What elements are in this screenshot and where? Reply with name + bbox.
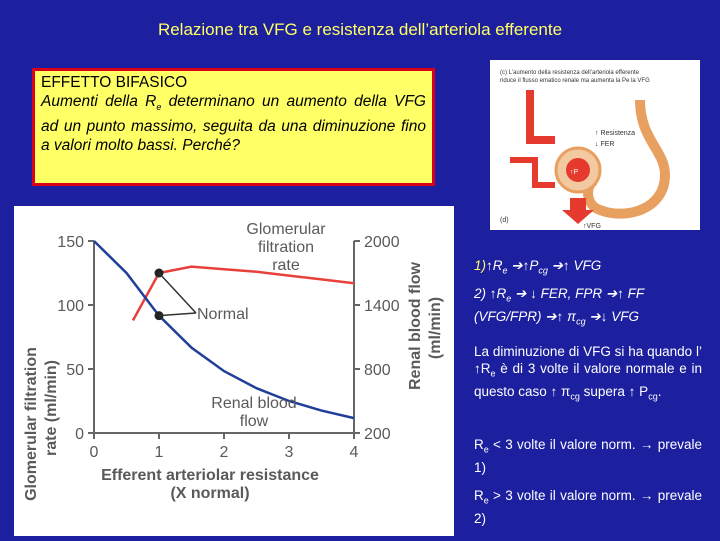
step-2-sub-cg: cg (576, 316, 586, 327)
step-2-b: ➔ ↓ FER, FPR ➔↑ FF (511, 286, 645, 301)
y-left-tick-label: 0 (75, 426, 84, 443)
x-tick-label: 2 (220, 444, 229, 461)
normal-pointer-rbf (158, 312, 197, 317)
rule-less-than-3: Re < 3 volte il valore norm. → prevale 1… (474, 436, 702, 476)
rbf-curve (93, 240, 355, 420)
x-label: Efferent arteriolar resistance (101, 467, 319, 484)
y-right-tick-label: 2000 (364, 234, 400, 251)
biphasic-effect-box: EFFETTO BIFASICO Aumenti della Re determ… (32, 68, 435, 186)
step-1-c: ➔↑ VFG (547, 258, 602, 273)
expl-d: . (657, 383, 662, 399)
rule2-a: R (474, 488, 484, 503)
gfr-curve-label-1: Glomerular (246, 221, 326, 238)
gfr-curve-label-2: filtration (258, 239, 314, 256)
step-1-num: 1) (474, 258, 487, 273)
effect-sub-e: e (156, 102, 162, 113)
y-left-tick-label: 50 (66, 362, 84, 379)
rbf-curve-label-1: Renal blood (211, 395, 296, 412)
step-1-sub-cg: cg (538, 265, 548, 276)
rule-greater-than-3: Re > 3 volte il valore norm. → prevale 2… (474, 487, 702, 527)
chart-svg: 0 1 2 3 4 0 50 100 150 200 800 1400 2000 Glomerular … (23, 221, 444, 502)
fig-caption-3: e la VFG (626, 78, 650, 84)
x-tick-label: 3 (285, 444, 294, 461)
y-left-tick-label: 100 (57, 298, 84, 315)
expl-a: La diminuzione di VFG si ha quando l’ ↑R (474, 344, 702, 376)
effect-text: Aumenti della Re determinano un aumento … (41, 92, 426, 155)
step-1-sub-e: e (502, 265, 508, 276)
chart-ticks: 0 1 2 3 4 0 50 100 150 200 800 1400 2000 (57, 234, 399, 461)
fig-caption-1: (c) L’aumento della resistenza dell’arte… (500, 70, 640, 76)
glomerulus (566, 158, 590, 182)
fig-label-d: (d) (500, 217, 509, 224)
step-2-sub-e: e (506, 293, 512, 304)
rbf-curve-label-2: flow (240, 413, 269, 430)
fig-label-resistenza: ↑ Resistenza (595, 130, 635, 137)
expl-sub-e: e (490, 368, 496, 379)
down-arrow-icon (562, 198, 594, 224)
y-right-tick-label: 800 (364, 362, 391, 379)
y-right-label-1: Renal blood flow (407, 261, 424, 390)
x-label-2: (X normal) (170, 485, 249, 502)
step-1: 1)↑Re ➔↑Pcg ➔↑ VFG (474, 257, 702, 280)
chart-lines (93, 240, 355, 420)
svg-text:riduce il flusso ematico renal: riduce il flusso ematico renale ma aumen… (500, 78, 650, 84)
step-2: 2) ↑Re ➔ ↓ FER, FPR ➔↑ FF (VFG/FPR) ➔↑ πc… (474, 285, 702, 330)
fig-caption-2: riduce il flusso ematico renale ma aumen… (500, 78, 626, 84)
normal-pointer-gfr (158, 272, 197, 314)
effect-heading: EFFETTO BIFASICO (41, 74, 188, 91)
step-1-a: ↑R (486, 258, 503, 273)
effect-text-a: Aumenti della R (41, 93, 157, 110)
x-tick-label: 1 (155, 444, 164, 461)
fig-label-fer: ↓ FER (595, 141, 614, 148)
step-2-a: 2) ↑R (474, 286, 507, 301)
gfr-curve-label-3: rate (272, 257, 300, 274)
slide-title: Relazione tra VFG e resistenza dell’arte… (157, 20, 563, 39)
x-tick-label: 0 (90, 444, 99, 461)
gfr-rbf-chart: 0 1 2 3 4 0 50 100 150 200 800 1400 2000 Glomerular … (14, 206, 454, 536)
kidney-figure: (c) L’aumento della resistenza dell’arte… (490, 60, 700, 230)
expl-b: è di 3 volte il valore normale e in ques… (474, 361, 702, 399)
tubule-shape (583, 99, 671, 219)
efferent-arteriole (510, 157, 555, 188)
fig-label-p: ↑P (570, 169, 579, 176)
step-1-b: ➔↑P (507, 258, 539, 273)
rule1-sub-e: e (483, 444, 489, 455)
gfr-curve (131, 265, 355, 322)
y-left-label-2: rate (ml/min) (43, 360, 60, 456)
rule1-b: < 3 volte il valore norm. → prevale 1) (474, 437, 702, 475)
rule1-a: R (474, 437, 484, 452)
y-right-tick-label: 200 (364, 426, 391, 443)
y-right-tick-label: 1400 (364, 298, 400, 315)
afferent-arteriole (526, 90, 555, 144)
step-2-c: (VFG/FPR) ➔↑ π (474, 308, 577, 324)
normal-label: Normal (197, 306, 249, 323)
effect-text-b: determinano un aumento della VFG ad un p… (41, 93, 426, 155)
kidney-figure-svg: (c) L’aumento della resistenza dell’arte… (500, 70, 671, 230)
explanation: La diminuzione di VFG si ha quando l’ ↑R… (474, 343, 702, 405)
step-2-d: ➔↓ VFG (585, 308, 639, 324)
rule2-b: > 3 volte il valore norm. → prevale 2) (474, 488, 702, 526)
rule2-sub-e: e (483, 495, 489, 506)
y-left-label-1: Glomerular filtration (23, 347, 40, 501)
expl-c: supera ↑ P (579, 383, 649, 399)
y-left-tick-label: 150 (57, 234, 84, 251)
expl-sub-cg-1: cg (570, 391, 580, 402)
fig-label-vfg: ↑VFG (583, 223, 601, 230)
x-tick-label: 4 (350, 444, 359, 461)
expl-sub-cg-2: cg (648, 391, 658, 402)
y-right-label-2: (ml/min) (427, 297, 444, 359)
